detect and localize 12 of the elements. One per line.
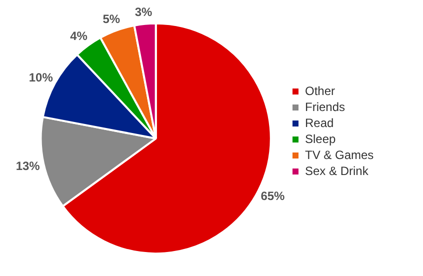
data-label: 10% (28, 70, 54, 84)
data-label: 3% (134, 5, 152, 20)
data-label: 4% (70, 28, 88, 43)
legend-label: Friends (305, 100, 346, 114)
legend-label: TV & Games (305, 148, 374, 162)
legend-label: Sex & Drink (305, 164, 368, 178)
legend-label: Read (305, 116, 334, 130)
data-label: 5% (102, 12, 120, 26)
data-label: 65% (260, 189, 286, 204)
legend-label: Other (305, 84, 336, 98)
legend-label: Sleep (305, 132, 336, 146)
data-label: 13% (16, 159, 40, 174)
